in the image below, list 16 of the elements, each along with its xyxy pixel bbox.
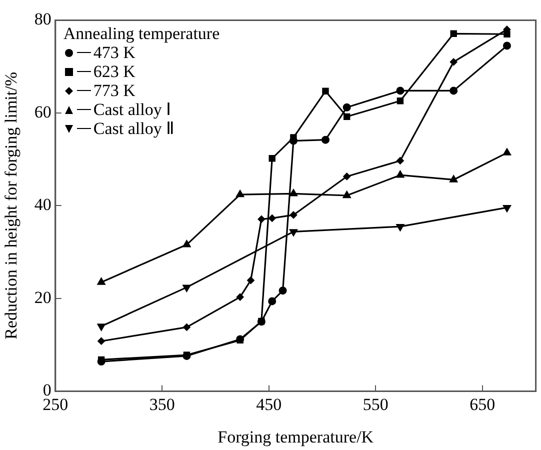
y-axis-title: Reduction in height for forging limit/%	[2, 72, 21, 340]
x-tick-label: 650	[470, 394, 496, 414]
legend-title: Annealing temperature	[63, 24, 220, 44]
x-tick-label: 450	[256, 394, 282, 414]
legend-label: 623 K	[93, 62, 136, 82]
y-tick-label: 20	[34, 288, 52, 307]
legend-label: 773 K	[93, 81, 136, 100]
y-tick-label: 60	[34, 102, 52, 122]
x-axis-title: Forging temperature/K	[218, 427, 374, 446]
legend-label: Cast alloy Ⅱ	[93, 119, 174, 138]
x-tick-label: 350	[149, 394, 175, 414]
y-tick-label: 40	[34, 195, 52, 214]
legend-label: Cast alloy Ⅰ	[93, 100, 172, 120]
y-tick-label: 80	[34, 10, 52, 29]
legend-label: 473 K	[93, 43, 136, 62]
x-tick-label: 550	[362, 394, 388, 414]
